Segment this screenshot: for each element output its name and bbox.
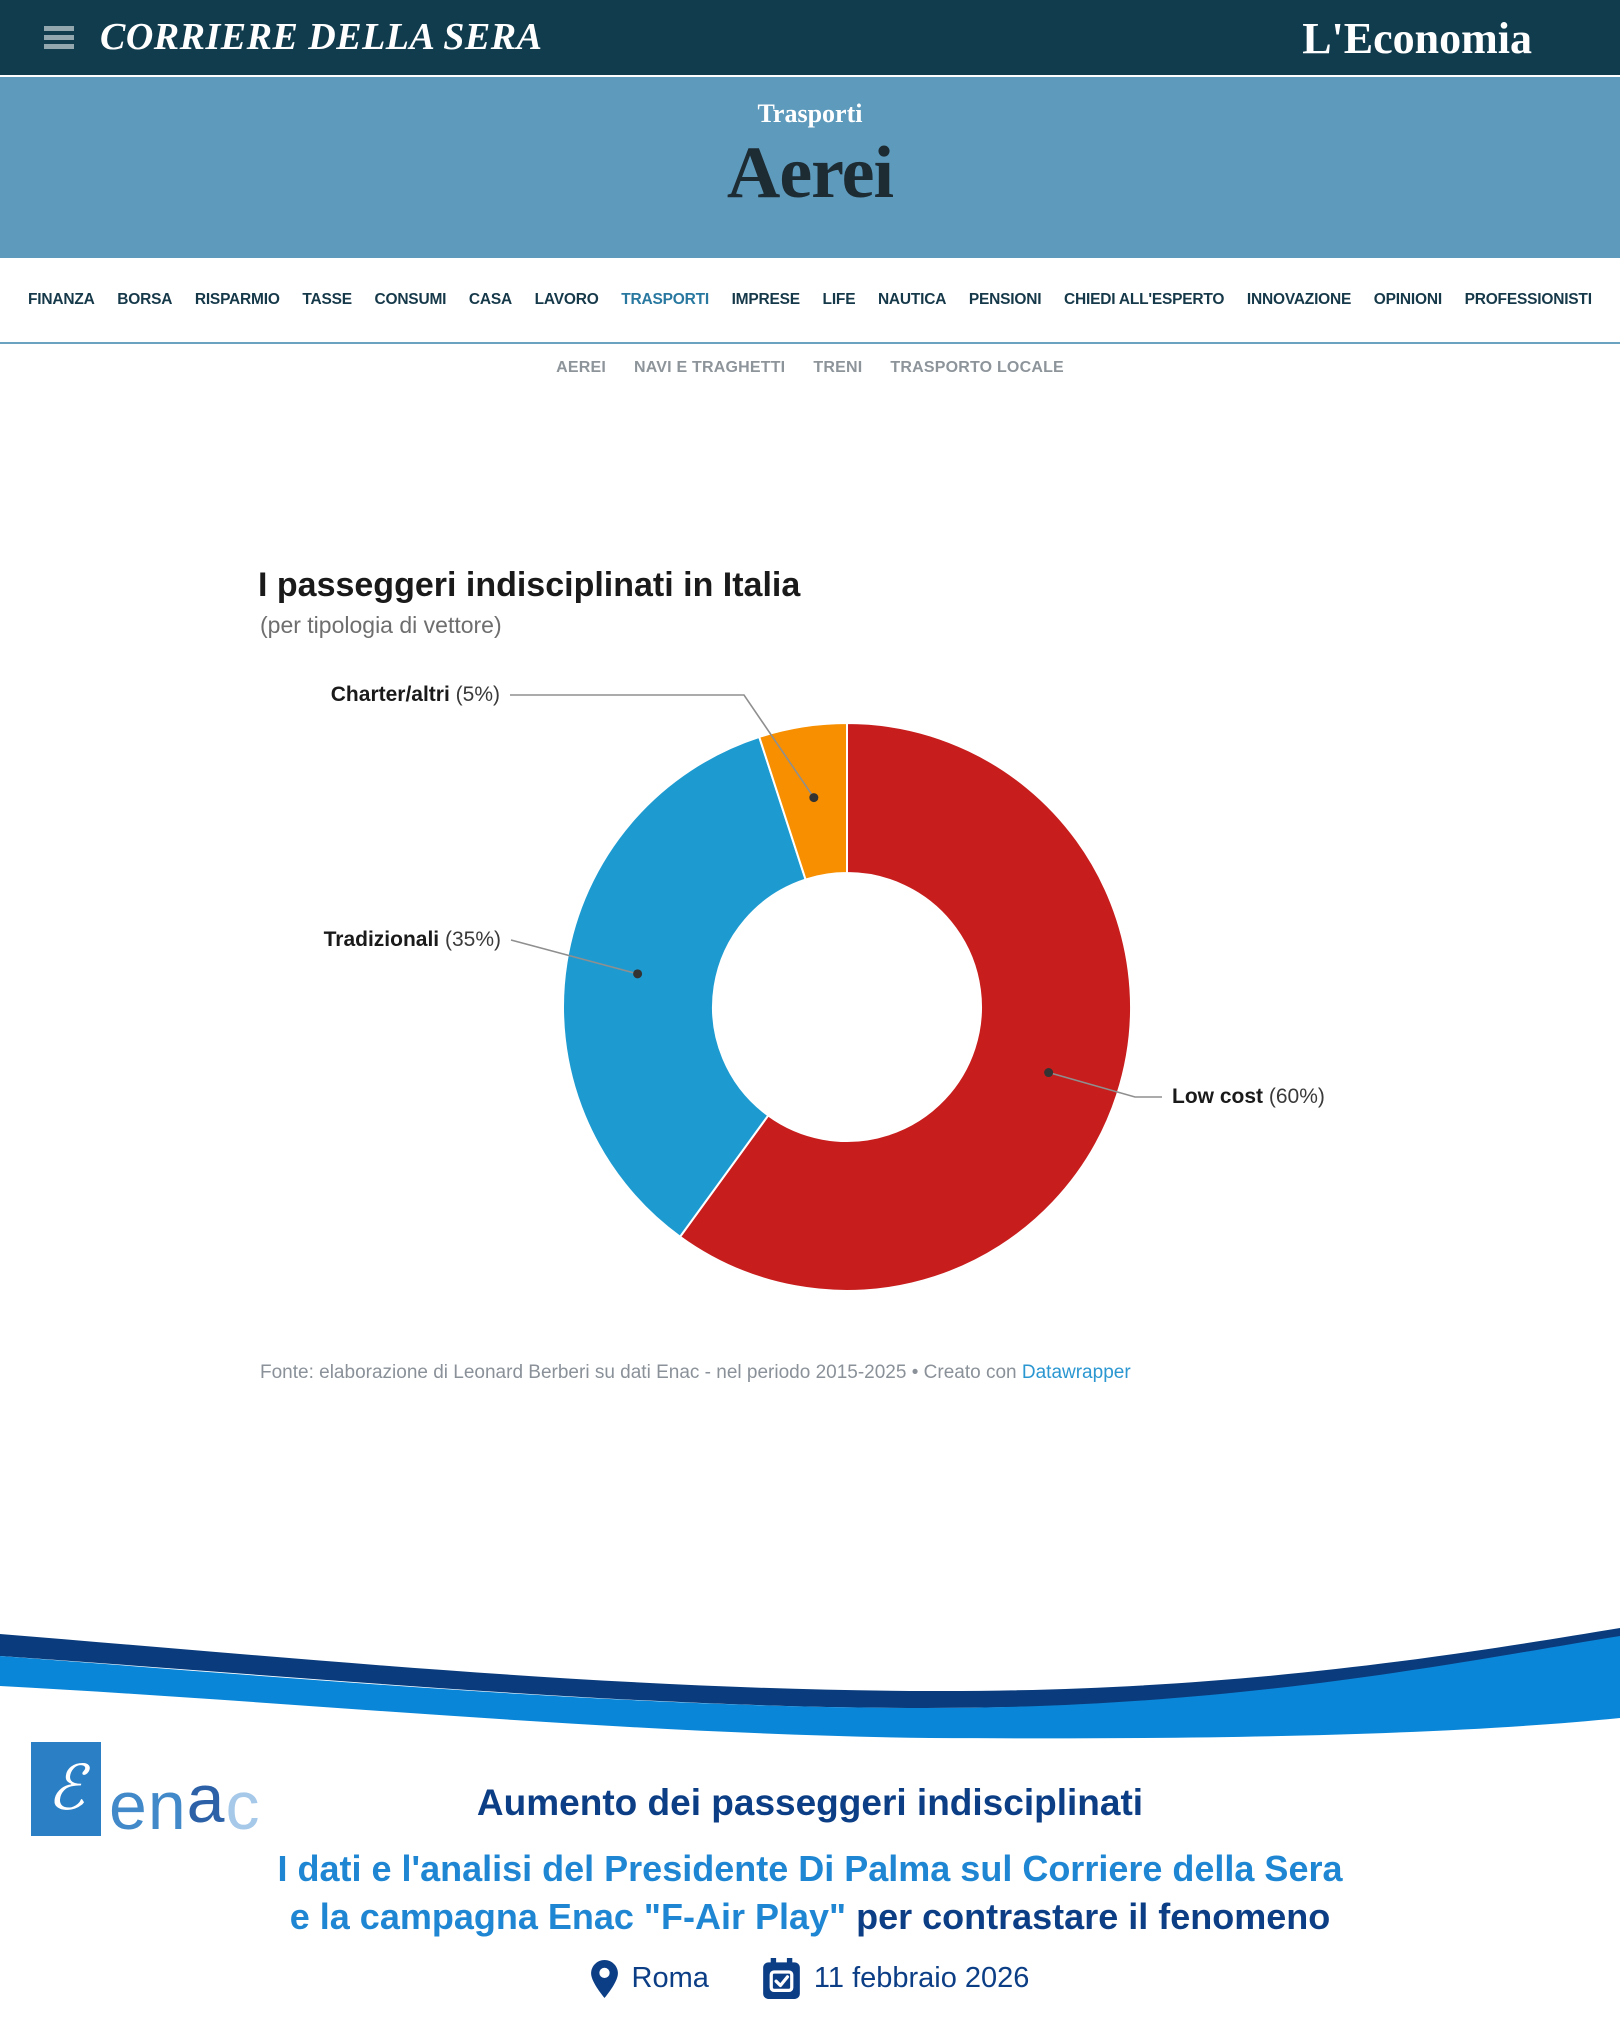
nav-item-pensioni[interactable]: PENSIONI xyxy=(968,291,1042,308)
datawrapper-link[interactable]: Datawrapper xyxy=(1021,1362,1131,1383)
footer-line1: I dati e l'analisi del Presidente Di Pal… xyxy=(277,1848,1343,1889)
footer-line2: e la campagna Enac "F-Air Play" per cont… xyxy=(0,1896,1620,1938)
enac-logo[interactable]: ℰ enac xyxy=(31,1742,260,1840)
economia-logo[interactable]: L'Economia xyxy=(1302,14,1532,63)
top-masthead-bar: CORRIERE DELLA SERA L'Economia xyxy=(0,0,1620,75)
page-title: Aerei xyxy=(726,132,894,214)
enac-letter-e: e xyxy=(109,1768,148,1844)
nav-item-lavoro[interactable]: LAVORO xyxy=(534,291,599,308)
pie-label-charter-altri: Charter/altri (5%) xyxy=(330,683,500,706)
nav-item-nautica[interactable]: NAUTICA xyxy=(877,291,947,308)
nav-item-innovazione[interactable]: INNOVAZIONE xyxy=(1246,291,1352,308)
chart-title: I passeggeri indisciplinati in Italia xyxy=(258,566,801,605)
nav-item-trasporti[interactable]: TRASPORTI xyxy=(621,291,709,308)
subnav-item-treni[interactable]: TRENI xyxy=(813,359,863,376)
enac-swan-icon: ℰ xyxy=(31,1742,101,1836)
date-label: 11 febbraio 2026 xyxy=(813,1962,1030,1994)
wave-divider xyxy=(0,1600,1620,1740)
location-pin-icon xyxy=(590,1959,618,1998)
calendar-icon xyxy=(763,1958,800,1999)
footer-line2-dark: per contrastare il fenomeno xyxy=(846,1896,1331,1937)
donut-chart: Low cost (60%) Tradizionali (35%) Charter/… xyxy=(230,650,1450,1345)
subnav-item-navi-e-traghetti[interactable]: NAVI E TRAGHETTI xyxy=(633,359,786,376)
footer-meta: Roma 11 febbraio 2026 xyxy=(0,1958,1620,1999)
chart-source-text: Fonte: elaborazione di Leonard Berberi s… xyxy=(260,1362,1022,1383)
nav-item-casa[interactable]: CASA xyxy=(468,291,512,308)
subnav-item-trasporto-locale[interactable]: TRASPORTO LOCALE xyxy=(890,359,1064,376)
nav-item-imprese[interactable]: IMPRESE xyxy=(731,291,801,308)
location-label: Roma xyxy=(631,1962,709,1994)
enac-wordmark: enac xyxy=(109,1765,260,1840)
nav-item-risparmio[interactable]: RISPARMIO xyxy=(194,291,280,308)
nav-item-opinioni[interactable]: OPINIONI xyxy=(1373,291,1442,308)
main-nav: FINANZA BORSA RISPARMIO TASSE CONSUMI CASA LAV… xyxy=(0,258,1620,344)
corriere-della-sera-logo[interactable]: CORRIERE DELLA SERA xyxy=(100,16,543,58)
nav-item-borsa[interactable]: BORSA xyxy=(117,291,173,308)
chart-source: Fonte: elaborazione di Leonard Berberi s… xyxy=(260,1362,1131,1384)
nav-item-consumi[interactable]: CONSUMI xyxy=(374,291,447,308)
pie-label-tradizionali: Tradizionali (35%) xyxy=(323,928,501,951)
wave-swoosh-graphic xyxy=(0,1628,1620,1739)
nav-item-professionisti[interactable]: PROFESSIONISTI xyxy=(1464,291,1592,308)
hero-kicker-link[interactable]: Trasporti xyxy=(757,99,863,128)
nav-item-chiedi-all-esperto[interactable]: CHIEDI ALL'ESPERTO xyxy=(1063,291,1225,308)
section-hero: Trasporti Aerei xyxy=(0,77,1620,258)
footer-line2-blue: e la campagna Enac "F-Air Play" xyxy=(289,1896,847,1937)
enac-letter-n: n xyxy=(147,1768,187,1844)
menu-icon[interactable] xyxy=(44,26,74,49)
enac-letter-c: c xyxy=(225,1768,261,1844)
nav-item-life[interactable]: LIFE xyxy=(822,291,856,308)
nav-item-tasse[interactable]: TASSE xyxy=(302,291,352,308)
sub-nav: AEREI NAVI E TRAGHETTI TRENI TRASPORTO LOCA… xyxy=(0,348,1620,388)
footer-heading: Aumento dei passeggeri indisciplinati xyxy=(476,1782,1144,1823)
subnav-item-aerei[interactable]: AEREI xyxy=(556,359,606,376)
enac-letter-a: a xyxy=(186,1761,226,1837)
chart-subtitle: (per tipologia di vettore) xyxy=(260,612,502,638)
pie-label-low-cost: Low cost (60%) xyxy=(1172,1085,1325,1108)
nav-item-finanza[interactable]: FINANZA xyxy=(28,291,95,308)
